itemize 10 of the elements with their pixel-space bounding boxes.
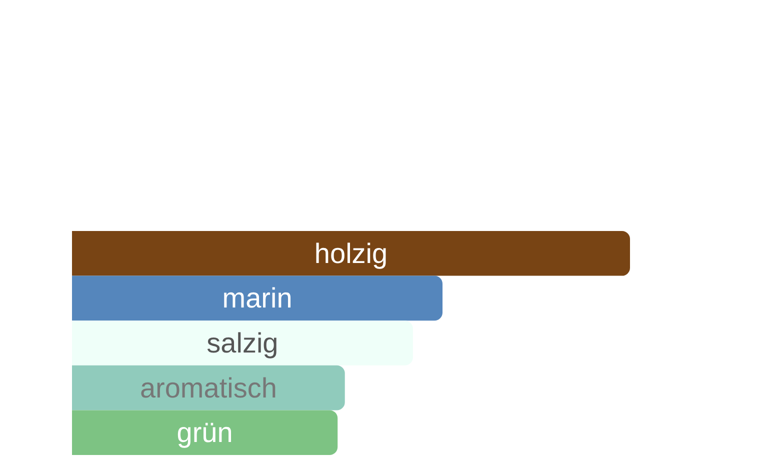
y-tick-label: aromatisch (140, 372, 277, 404)
bar (72, 365, 345, 410)
y-tick-label: holzig (314, 238, 388, 269)
bar (72, 231, 630, 276)
bar (72, 276, 443, 321)
y-tick-label: grün (176, 417, 233, 448)
bar (72, 320, 413, 366)
y-tick-label: marin (222, 282, 292, 314)
bar (72, 410, 338, 455)
y-tick-label: salzig (206, 328, 278, 358)
